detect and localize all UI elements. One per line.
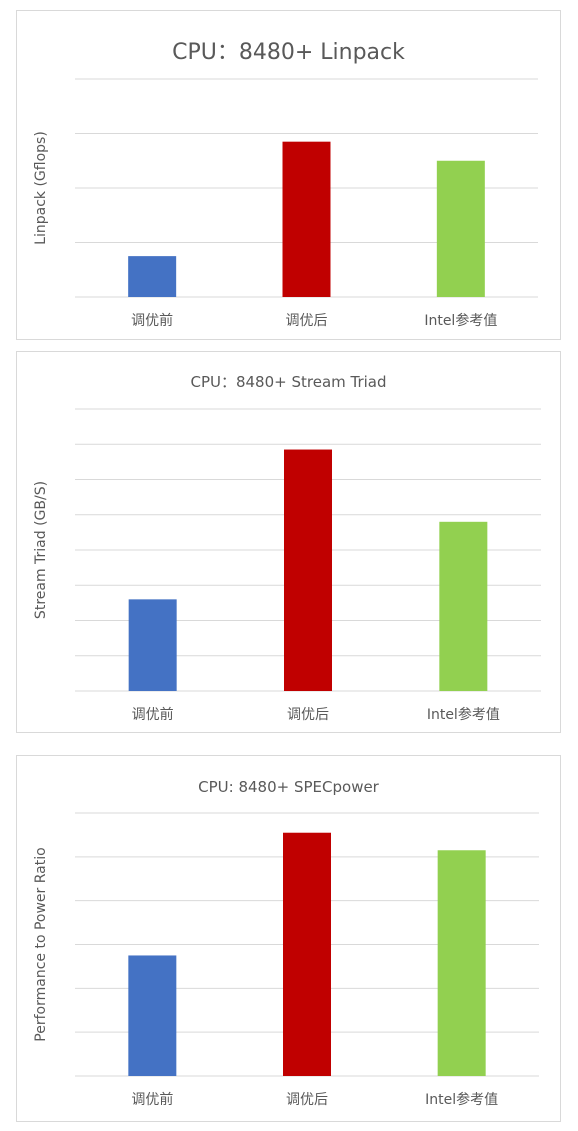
chart-title: CPU: 8480+ SPECpower	[198, 778, 380, 796]
x-tick-label: Intel参考值	[427, 706, 500, 723]
y-axis-label: Stream Triad (GB/S)	[33, 481, 49, 619]
chart-panel-specpower: CPU: 8480+ SPECpower Performance to Power…	[16, 755, 561, 1122]
bar-2	[439, 521, 488, 691]
chart-specpower: CPU: 8480+ SPECpower Performance to Power…	[33, 778, 539, 1108]
chart-panel-linpack: CPU：8480+ Linpack Linpack (Gflops) 调优前 调优后 I…	[16, 10, 561, 340]
x-tick-label: 调优后	[286, 1092, 328, 1108]
y-axis-label: Performance to Power Ratio	[33, 847, 49, 1041]
x-tick-label: 调优前	[131, 1091, 173, 1108]
chart-panel-stream-triad: CPU：8480+ Stream Triad Stream Triad (GB/S…	[16, 351, 561, 733]
bar-0	[128, 955, 177, 1076]
x-tick-label: 调优前	[132, 706, 174, 723]
x-tick-label: 调优后	[287, 707, 329, 723]
x-tick-label: Intel参考值	[424, 312, 497, 329]
bar-1	[284, 449, 332, 691]
bar-2	[436, 160, 485, 297]
bar-1	[283, 832, 331, 1076]
chart-stream-triad: CPU：8480+ Stream Triad Stream Triad (GB/S…	[33, 373, 541, 723]
chart-title: CPU：8480+ Linpack	[172, 40, 405, 65]
bar-0	[128, 256, 177, 297]
bar-0	[128, 599, 177, 691]
x-tick-label: 调优前	[131, 312, 173, 329]
x-tick-label: Intel参考值	[425, 1091, 498, 1108]
y-axis-label: Linpack (Gflops)	[33, 131, 49, 245]
chart-linpack: CPU：8480+ Linpack Linpack (Gflops) 调优前 调优后 I…	[33, 40, 538, 329]
bar-1	[282, 141, 331, 297]
x-tick-label: 调优后	[286, 313, 328, 329]
bar-2	[437, 850, 486, 1076]
chart-title: CPU：8480+ Stream Triad	[190, 373, 386, 391]
